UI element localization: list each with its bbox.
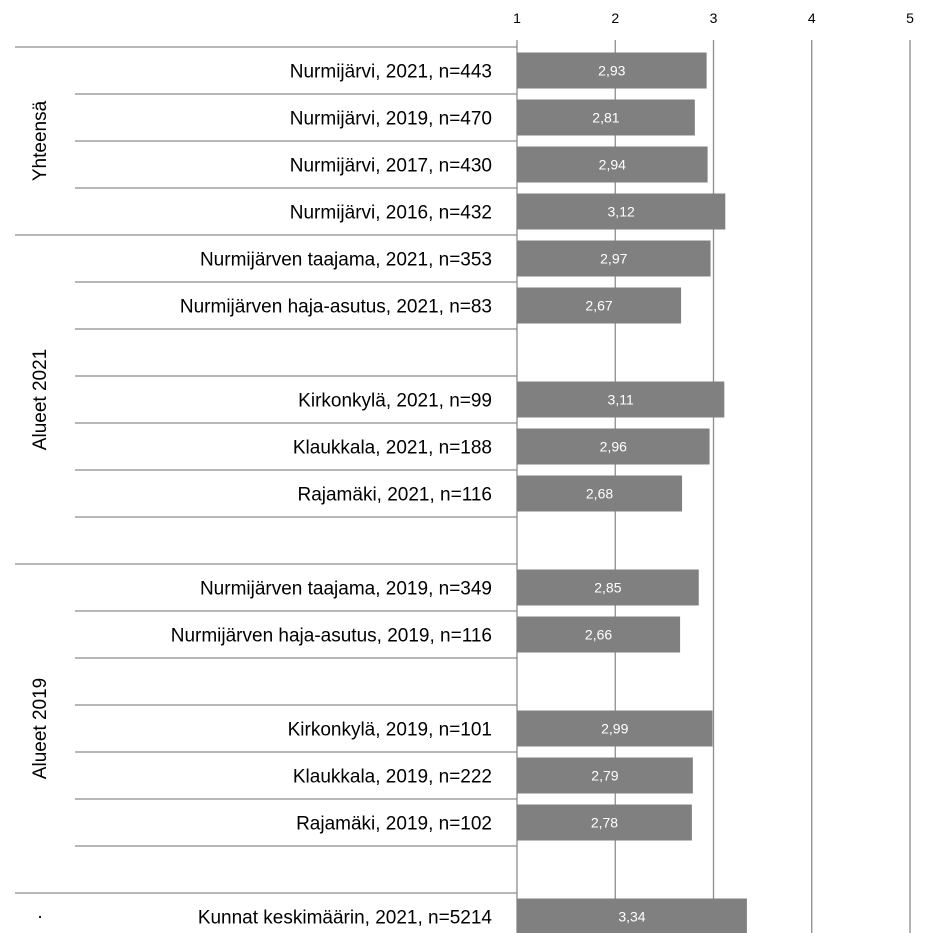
- bar: [517, 616, 681, 653]
- data-label: 3,34: [618, 909, 645, 925]
- data-label: 2,99: [601, 721, 628, 737]
- category-label: Nurmijärvi, 2019, n=470: [290, 109, 492, 130]
- bar: [517, 898, 747, 933]
- data-label: 2,94: [599, 157, 626, 173]
- bar: [517, 193, 726, 230]
- category-label: Nurmijärvi, 2021, n=443: [290, 62, 492, 83]
- category-label: Nurmijärven taajama, 2019, n=349: [200, 579, 492, 600]
- category-label: Nurmijärvi, 2017, n=430: [290, 156, 492, 177]
- data-label: 2,78: [591, 815, 618, 831]
- category-label: Nurmijärvi, 2016, n=432: [290, 203, 492, 224]
- bar: [517, 804, 692, 841]
- category-label: Nurmijärven haja-asutus, 2019, n=116: [171, 626, 492, 647]
- data-label: 2,85: [594, 580, 621, 596]
- group-label: Alueet 2019: [30, 678, 51, 779]
- data-label: 3,11: [608, 392, 634, 408]
- bar: [517, 240, 711, 277]
- data-label: 2,96: [600, 439, 627, 455]
- data-label: 2,67: [585, 298, 612, 314]
- category-label: Kunnat keskimäärin, 2021, n=5214: [198, 908, 493, 929]
- bar: [517, 99, 695, 136]
- bar: [517, 710, 713, 747]
- x-tick-label: 5: [906, 10, 914, 26]
- data-label: 2,79: [591, 768, 618, 784]
- group-label: Alueet 2021: [30, 349, 51, 450]
- category-label: Rajamäki, 2021, n=116: [297, 485, 492, 506]
- x-tick-label: 2: [611, 10, 619, 26]
- category-label: Nurmijärven haja-asutus, 2021, n=83: [180, 297, 492, 318]
- group-label: Yhteensä: [30, 100, 51, 181]
- category-label: Kirkonkylä, 2019, n=101: [288, 720, 492, 741]
- x-tick-label: 1: [513, 10, 521, 26]
- bar: [517, 146, 708, 183]
- data-label: 2,68: [586, 486, 613, 502]
- x-tick-label: 3: [710, 10, 718, 26]
- category-label: Klaukkala, 2021, n=188: [293, 438, 492, 459]
- bar: [517, 52, 707, 89]
- category-label: Klaukkala, 2019, n=222: [293, 767, 492, 788]
- bar: [517, 428, 710, 465]
- category-label: Rajamäki, 2019, n=102: [296, 814, 492, 835]
- data-label: 2,66: [585, 627, 612, 643]
- bar: [517, 475, 683, 512]
- bar: [517, 757, 693, 794]
- category-label: Nurmijärven taajama, 2021, n=353: [200, 250, 492, 271]
- group-label: ·: [37, 907, 43, 928]
- bar: [517, 287, 682, 324]
- category-label: Kirkonkylä, 2021, n=99: [298, 391, 492, 412]
- data-label: 2,93: [598, 63, 625, 79]
- data-label: 2,97: [600, 251, 627, 267]
- x-tick-label: 4: [808, 10, 816, 26]
- bar: [517, 569, 699, 606]
- data-label: 3,12: [608, 204, 635, 220]
- data-label: 2,81: [592, 110, 619, 126]
- bar: [517, 381, 725, 418]
